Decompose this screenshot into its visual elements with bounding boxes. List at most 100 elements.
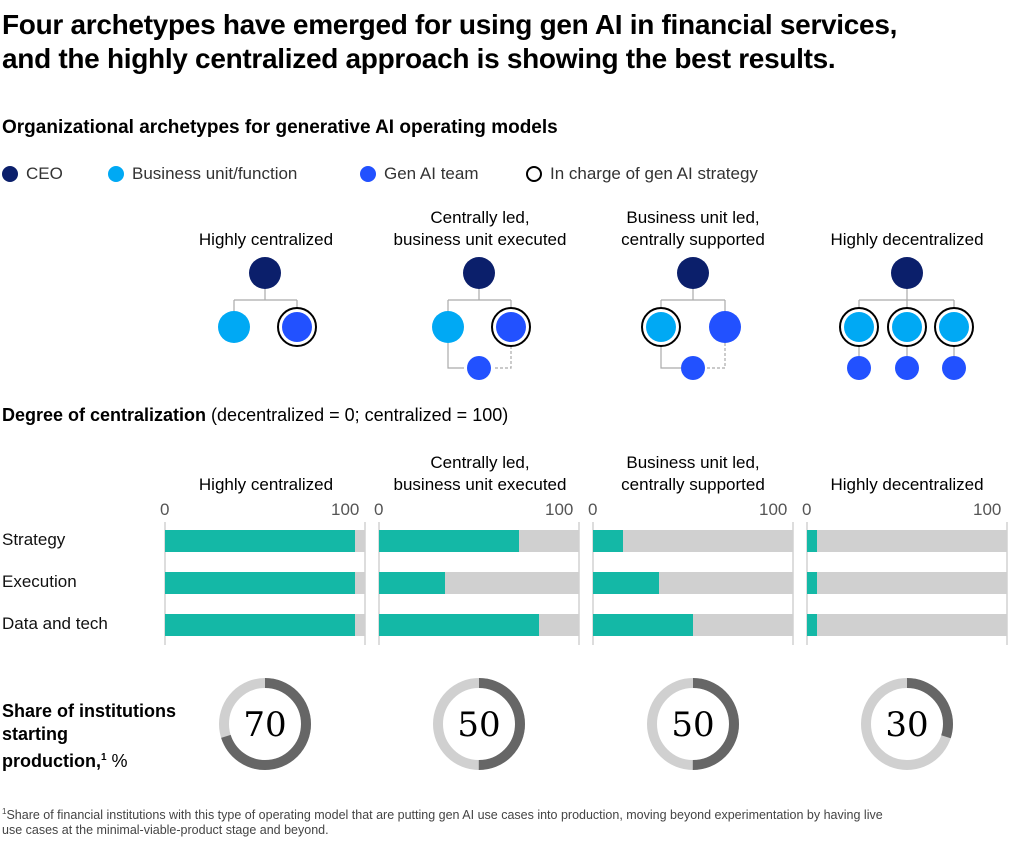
chart-subtitle: Organizational archetypes for generative… [2,117,558,138]
business-unit-node-icon [218,311,250,343]
gen-ai-team-node-icon [709,311,741,343]
bar-title-highly-decentralized: Highly decentralized [807,452,1007,496]
bar-title-business-unit-led: Business unit led, centrally supported [593,452,793,496]
org-chart-highly-centralized [218,257,317,347]
legend-item-in-charge: In charge of gen AI strategy [526,164,758,184]
tick-label-100: 100 [973,500,1002,519]
share-label-production: production, [2,751,101,771]
org-title-line2: Highly centralized [198,230,334,249]
ceo-node-icon [677,257,709,289]
in-charge-ring-icon [526,166,542,182]
bar-centrally-led-business-unit-executed-strategy [379,530,519,552]
org-title-centrally-led: Centrally led, business unit executed [380,207,580,251]
share-label-line3: production,1 % [2,746,202,773]
bar-track-execution [807,572,1007,594]
donut-value-highly-decentralized: 30 [885,705,928,745]
bar-track-strategy [593,530,793,552]
bar-business-unit-led-centrally-supported-strategy [593,530,623,552]
bar-title-line1: Business unit led, [626,453,760,472]
business-unit-dot-icon [108,166,124,182]
legend-label-in-charge: In charge of gen AI strategy [550,164,758,183]
degree-label-rest: (decentralized = 0; centralized = 100) [206,405,509,425]
dashed-connector [705,343,726,369]
legend-label-gen-ai-team: Gen AI team [384,164,479,183]
bar-highly-decentralized-execution [807,572,817,594]
legend-item-gen-ai-team: Gen AI team [360,164,479,184]
footnote-text-line1: Share of financial institutions with thi… [6,808,883,823]
bar-centrally-led-business-unit-executed-data-and-tech [379,614,539,636]
bar-highly-centralized-execution [165,572,355,594]
business-unit-node-icon [939,312,969,342]
bar-highly-decentralized-strategy [807,530,817,552]
bar-centrally-led-business-unit-executed-execution [379,572,445,594]
org-chart-centrally-led [432,257,531,380]
org-charts [218,257,974,380]
footnote-line1: 1Share of financial institutions with th… [2,804,1012,823]
legend: CEO Business unit/function Gen AI team I… [2,164,902,186]
donut-value-highly-centralized: 70 [243,705,286,745]
bar-business-unit-led-centrally-supported-execution [593,572,659,594]
row-label-data-and-tech: Data and tech [2,614,108,633]
title-line-1: Four archetypes have emerged for using g… [2,9,898,40]
tick-label-0: 0 [374,500,384,519]
gen-ai-team-small-node-icon [942,356,966,380]
org-title-line2: business unit executed [393,230,567,249]
connector-lines [660,288,726,312]
donut-arc-highly-decentralized [861,678,953,770]
share-label-line2: starting [2,724,69,744]
connector-lines [858,288,955,308]
gen-ai-team-small-node-icon [847,356,871,380]
bar-highly-centralized-data-and-tech [165,614,355,636]
bar-business-unit-led-centrally-supported-data-and-tech [593,614,693,636]
donut-arc-business-unit-led-centrally-supported [647,678,739,770]
footnote-marker: 1 [2,807,7,816]
footnote: 1Share of financial institutions with th… [2,804,1012,838]
degree-of-centralization-label: Degree of centralization (decentralized … [2,405,508,426]
donut-arc-centrally-led-business-unit-executed [433,678,525,770]
share-unit: % [106,751,128,771]
bar-title-line1: Centrally led, [430,453,530,472]
ceo-node-icon [249,257,281,289]
donut-arc-highly-centralized [219,678,311,770]
ceo-node-icon [891,257,923,289]
legend-item-ceo: CEO [2,164,63,184]
gen-ai-team-small-node-icon [681,356,705,380]
tick-label-100: 100 [545,500,574,519]
org-title-line1: Business unit led, [626,208,760,227]
title-line-2: and the highly centralized approach is s… [2,43,836,74]
org-title-business-unit-led: Business unit led, centrally supported [593,207,793,251]
org-title-highly-decentralized: Highly decentralized [807,207,1007,251]
tick-label-0: 0 [588,500,598,519]
tick-label-0: 0 [802,500,812,519]
org-title-line2: centrally supported [621,230,765,249]
org-title-highly-centralized: Highly centralized [166,207,366,251]
share-label-line1: Share of institutions [2,701,177,721]
bar-title-line2: business unit executed [393,475,567,494]
legend-label-business-unit: Business unit/function [132,164,298,183]
legend-item-business-unit: Business unit/function [108,164,297,184]
bar-highly-centralized-strategy [165,530,355,552]
share-of-institutions-label: Share of institutions starting productio… [2,700,202,773]
connector-lines [233,288,298,312]
connector-lines [447,288,512,312]
connector-line [660,346,681,369]
org-chart-business-unit-led [641,257,741,380]
footnote-text-line2: use cases at the minimal-viable-product … [2,823,329,838]
bar-title-line2: Highly decentralized [830,475,984,494]
gen-ai-team-small-node-icon [895,356,919,380]
ceo-node-icon [463,257,495,289]
business-unit-node-icon [892,312,922,342]
bar-title-line2: centrally supported [621,475,765,494]
bar-title-highly-centralized: Highly centralized [166,452,366,496]
donut-value-business-unit-led-centrally-supported: 50 [671,705,714,745]
row-label-strategy: Strategy [2,530,66,549]
business-unit-node-icon [432,311,464,343]
bar-title-line2: Highly centralized [198,475,334,494]
ceo-dot-icon [2,166,18,182]
gen-ai-team-node-icon [282,312,312,342]
connector-lines-lower [858,346,955,356]
dashed-connector [495,346,512,369]
footnote-ref: 1 [100,752,107,763]
bar-track-strategy [807,530,1007,552]
